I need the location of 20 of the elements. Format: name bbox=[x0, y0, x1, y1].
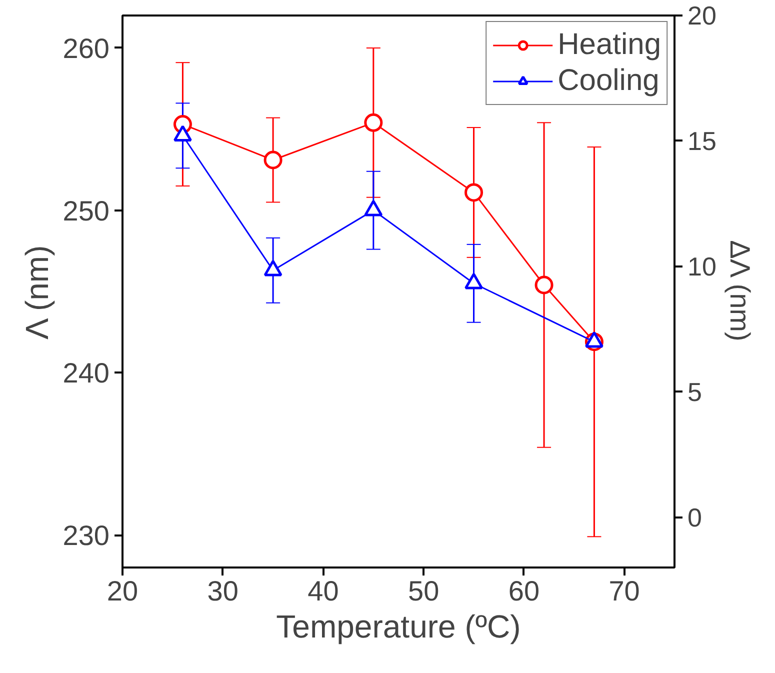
x-tick-label: 40 bbox=[308, 576, 339, 606]
y2-axis-title: ΔΛ (nm) bbox=[724, 240, 756, 342]
x-axis-title: Temperature (ºC) bbox=[276, 608, 521, 644]
x-tick-label: 50 bbox=[408, 576, 440, 606]
legend-label: Heating bbox=[558, 28, 661, 62]
y2-tick-label: 15 bbox=[688, 126, 716, 156]
y2-tick-label: 0 bbox=[688, 502, 702, 532]
y-tick-label: 250 bbox=[62, 195, 110, 226]
y2-tick-label: 5 bbox=[688, 376, 702, 407]
y-axis-title: Λ (nm) bbox=[18, 245, 55, 340]
x-tick-label: 30 bbox=[207, 576, 238, 606]
y-tick-label: 260 bbox=[62, 32, 110, 64]
x-tick-label: 60 bbox=[508, 576, 540, 606]
y2-tick-label: 10 bbox=[688, 251, 716, 282]
x-tick-label: 70 bbox=[608, 576, 640, 606]
y-tick-label: 230 bbox=[62, 520, 110, 552]
y-tick-label: 240 bbox=[62, 358, 110, 389]
legend-label: Cooling bbox=[558, 64, 660, 98]
y2-tick-label: 20 bbox=[688, 0, 716, 30]
x-tick-label: 20 bbox=[106, 576, 138, 606]
